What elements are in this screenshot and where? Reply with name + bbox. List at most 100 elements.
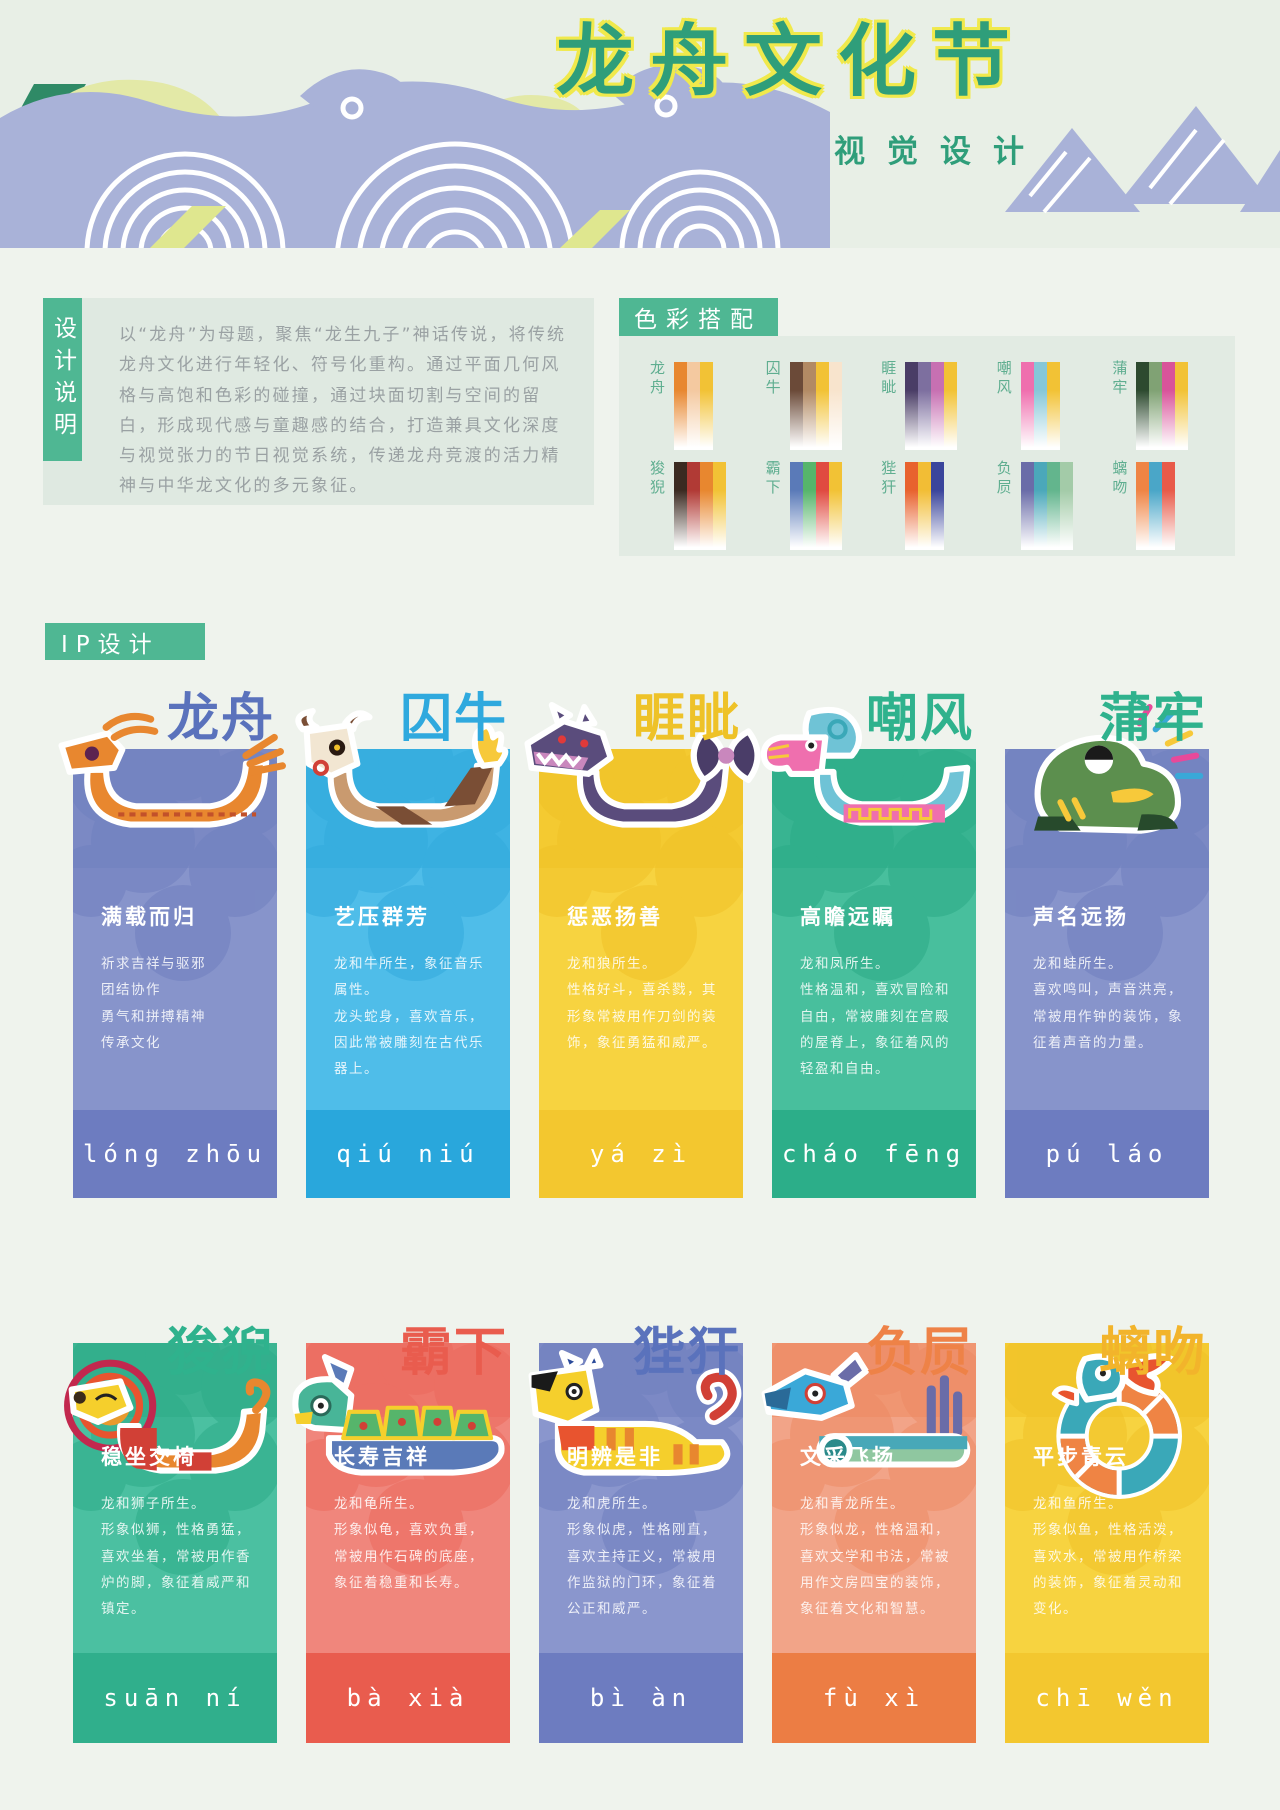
ip-card-row-1: 龙舟 [58,693,1209,1198]
card-pinyin: fù xì [772,1653,976,1743]
card-body: 龙和狼所生。 性格好斗，喜杀戮，其形象常被用作刀剑的装饰，象征勇猛和威严。 [567,956,717,1051]
swatch-baxia [789,462,842,550]
card-subtitle: 明辨是非 [567,1445,663,1469]
card-pinyin: chī wěn [1005,1653,1209,1743]
card-body: 龙和凤所生。 性格温和，喜欢冒险和自由，常被雕刻在宫殿的屋脊上，象征着风的轻盈和… [800,956,950,1078]
swatch-suanni [674,462,726,550]
swatch-label: 霸下 [763,460,782,498]
yazi-wolf-dragon-illustration [523,701,761,857]
card-pinyin: suān ní [73,1653,277,1743]
swatch-cell-pulao: 蒲牢 [1110,360,1227,450]
ip-card-row-2: 狻猊 [64,1327,1209,1743]
swatch-label: 囚牛 [763,360,782,398]
ip-card-qiuniu: 囚牛 [295,693,510,1198]
swatch-label: 睚眦 [879,360,898,398]
swatch-cell-bian: 狴犴 [879,460,996,550]
fuxi-dragon-scroll-illustration [756,1351,990,1503]
swatch-yazi [905,362,958,450]
swatch-cell-suanni: 狻猊 [648,460,765,550]
card-title: 狴犴 [632,1323,741,1383]
longzhou-dragon-boat-illustration [57,705,291,857]
card-pinyin: yá zì [539,1110,743,1198]
ip-card-bian: 狴犴 [528,1327,743,1743]
card-title: 霸下 [399,1323,508,1383]
chaofeng-phoenix-illustration [756,705,990,857]
qiuniu-ox-boat-illustration [290,705,524,857]
card-subtitle: 满载而归 [101,905,197,929]
ip-card-pulao: 蒲牢 [1005,693,1209,1198]
card-subtitle: 声名远扬 [1033,905,1129,929]
bian-tiger-illustration [523,1347,757,1503]
swatch-cell-yazi: 睚眦 [879,360,996,450]
design-note-panel: 设计说明 以“龙舟”为母题，聚焦“龙生九子”神话传说，将传统龙舟文化进行年轻化、… [43,298,594,505]
card-subtitle: 平步青云 [1033,1445,1129,1469]
wave-pattern-illustration [0,64,1280,248]
swatch-label: 嘲风 [994,360,1013,398]
suanni-lion-illustration [57,1351,291,1503]
card-body: 龙和鱼所生。 形象似鱼，性格活泼，喜欢水，常被用作桥梁的装饰，象征着灵动和变化。 [1033,1496,1183,1618]
swatch-cell-chiwen: 螭吻 [1110,460,1227,550]
card-subtitle: 文采飞扬 [800,1445,896,1469]
card-body: 龙和青龙所生。 形象似龙，性格温和，喜欢文学和书法，常被用作文房四宝的装饰，象征… [800,1496,950,1618]
swatch-longzhou [674,362,713,450]
card-subtitle: 高瞻远瞩 [800,905,896,929]
card-pinyin: qiú niú [306,1110,510,1198]
design-note-paragraph: 以“龙舟”为母题，聚焦“龙生九子”神话传说，将传统龙舟文化进行年轻化、符号化重构… [119,325,567,497]
swatch-bian [905,462,945,550]
design-note-tab: 设计说明 [43,298,82,461]
swatch-fuxi [1020,462,1073,550]
swatch-label: 螭吻 [1110,460,1129,498]
card-title: 负屃 [865,1323,974,1383]
swatch-qiuniu [789,362,842,450]
card-title: 狻猊 [166,1323,275,1383]
card-title: 嘲风 [865,689,974,749]
ip-card-chiwen: 螭吻 [1005,1327,1209,1743]
header-banner: 龙舟文化节 视觉设计 [0,0,1280,248]
card-pinyin: lóng zhōu [73,1110,277,1198]
ip-card-chaofeng: 嘲风 [760,693,976,1198]
card-subtitle: 艺压群芳 [334,905,430,929]
swatch-cell-fuxi: 负屃 [994,460,1112,550]
swatch-label: 龙舟 [648,360,666,398]
card-panel: 长寿吉祥 龙和龟所生。 形象似龟，喜欢负重，常被用作石碑的底座，象征着稳重和长寿… [306,1343,510,1743]
ip-card-longzhou: 龙舟 [58,693,286,1198]
card-body: 龙和狮子所生。 形象似狮，性格勇猛，喜欢坐着，常被用作香炉的脚，象征着威严和镇定… [101,1496,251,1618]
card-body: 龙和牛所生，象征音乐属性。 龙头蛇身，喜欢音乐，因此常被雕刻在古代乐器上。 [334,956,484,1078]
ip-card-suanni: 狻猊 [64,1327,277,1743]
swatch-cell-baxia: 霸下 [763,460,881,550]
card-title: 龙舟 [166,689,275,749]
card-title: 蒲牢 [1098,689,1207,749]
swatch-cell-chaofeng: 嘲风 [994,360,1112,450]
swatch-label: 负屃 [994,460,1013,498]
card-subtitle: 稳坐交椅 [101,1445,197,1469]
swatch-label: 狻猊 [648,460,666,498]
chiwen-fish-dragon-illustration [989,1351,1223,1503]
card-title: 螭吻 [1098,1323,1207,1383]
swatch-chaofeng [1020,362,1060,450]
card-body: 龙和蛙所生。 喜欢鸣叫，声音洪亮，常被用作钟的装饰，象征着声音的力量。 [1033,956,1183,1051]
baxia-turtle-illustration [290,1351,524,1503]
swatch-chiwen [1136,462,1176,550]
ip-card-yazi: 睚眦 [524,693,761,1198]
poster-subtitle: 视觉设计 [834,134,1046,170]
card-body: 龙和虎所生。 形象似虎，性格刚直，喜欢主持正义，常被用作监狱的门环，象征着公正和… [567,1496,717,1618]
card-title: 囚牛 [399,689,508,749]
ip-card-baxia: 霸下 [292,1327,510,1743]
palette-panel: 龙舟 囚牛 睚眦 嘲风 蒲牢 狻猊 霸下 狴犴 [619,336,1235,556]
card-body: 龙和龟所生。 形象似龟，喜欢负重，常被用作石碑的底座，象征着稳重和长寿。 [334,1496,484,1591]
swatch-cell-longzhou: 龙舟 [648,360,765,450]
pulao-frog-illustration [989,703,1223,857]
card-subtitle: 长寿吉祥 [334,1445,430,1469]
card-pinyin: bà xià [306,1653,510,1743]
card-body: 祈求吉祥与驱邪 团结协作 勇气和拼搏精神 传承文化 [101,956,206,1051]
card-panel: 惩恶扬善 龙和狼所生。 性格好斗，喜杀戮，其形象常被用作刀剑的装饰，象征勇猛和威… [539,749,743,1198]
swatch-pulao [1136,362,1189,450]
card-pinyin: bì àn [539,1653,743,1743]
card-title: 睚眦 [632,689,741,749]
card-pinyin: cháo fēng [772,1110,976,1198]
poster-title: 龙舟文化节 [556,17,1027,107]
swatch-label: 狴犴 [879,460,898,498]
card-pinyin: pú láo [1005,1110,1209,1198]
swatch-label: 蒲牢 [1110,360,1129,398]
